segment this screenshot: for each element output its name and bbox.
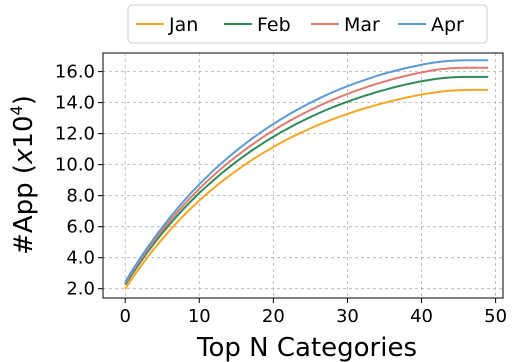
y-tick-label: 14.0 [55,93,95,114]
legend-label-feb: Feb [257,14,291,36]
x-tick-label: 50 [484,306,507,327]
x-tick-label: 10 [188,306,211,327]
series-line-jan [124,88,489,290]
series-lines [124,59,489,290]
series-line-apr [124,59,489,283]
x-tick-label: 0 [119,306,130,327]
y-tick-label: 6.0 [66,217,95,238]
y-axis-title-close: ) [9,95,39,105]
legend: Jan Feb Mar Apr [127,4,488,44]
y-tick-label: 2.0 [66,279,95,300]
y-axis-title-base: 10 [9,115,39,148]
y-tick-label: 8.0 [66,186,95,207]
legend-box [127,4,488,44]
legend-label-jan: Jan [168,14,198,36]
legend-label-mar: Mar [344,14,380,36]
x-axis: 0 10 20 30 40 50 [119,298,507,327]
y-tick-label: 10.0 [55,155,95,176]
x-axis-title: Top N Categories [196,333,417,362]
y-tick-label: 4.0 [66,248,95,269]
series-line-mar [124,66,489,284]
y-tick-label: 12.0 [55,124,95,145]
y-axis-title-exponent: 4 [7,105,26,115]
y-axis-title-x: x [9,148,39,165]
x-tick-label: 20 [262,306,285,327]
legend-label-apr: Apr [431,14,464,36]
x-tick-label: 40 [410,306,433,327]
plot-frame [102,52,504,299]
y-axis: 2.0 4.0 6.0 8.0 10.0 12.0 14.0 16.0 [55,62,103,300]
grid-lines [103,53,503,298]
x-tick-label: 30 [336,306,359,327]
series-line-feb [124,75,489,286]
y-axis-title-main: #App ( [9,164,39,255]
y-axis-title: #App (x104) [7,95,39,255]
y-tick-label: 16.0 [55,62,95,83]
